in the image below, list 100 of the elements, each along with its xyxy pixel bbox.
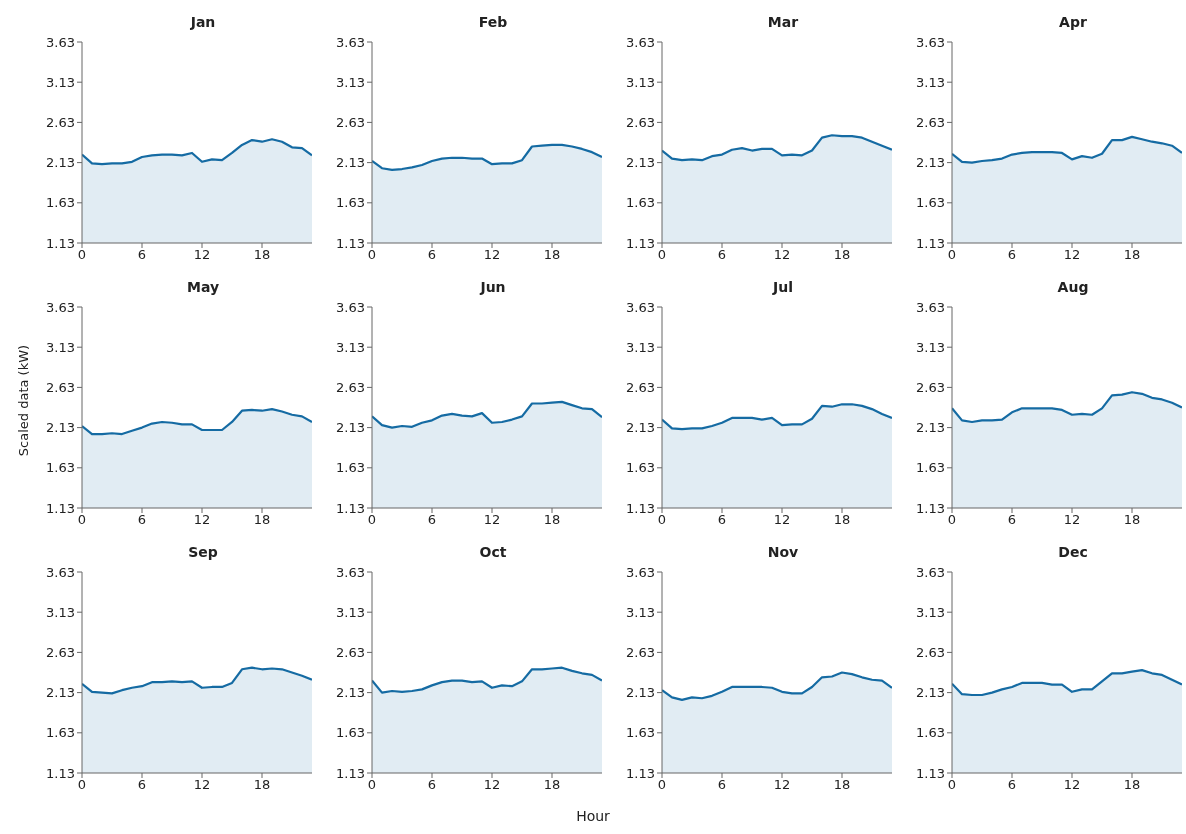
y-tick-label: 2.13 (46, 420, 75, 436)
y-tick-label: 1.13 (916, 235, 945, 251)
y-tick-label: 2.63 (336, 645, 365, 661)
y-tick-label: 3.13 (46, 74, 75, 90)
y-tick-label: 3.63 (916, 34, 945, 50)
y-tick-label: 2.13 (916, 420, 945, 436)
x-tick-label: 18 (543, 777, 561, 793)
y-tick-label: 2.63 (336, 115, 365, 131)
y-tick-label: 3.13 (916, 339, 945, 355)
x-tick-label: 18 (833, 777, 851, 793)
y-tick-label: 3.63 (626, 564, 655, 580)
y-tick-label: 1.13 (336, 500, 365, 516)
y-tick-label: 1.63 (336, 725, 365, 741)
y-tick-label: 1.13 (626, 500, 655, 516)
chart-title: Oct (478, 543, 508, 562)
y-tick-label: 3.13 (916, 74, 945, 90)
y-tick-label: 1.63 (336, 195, 365, 211)
y-tick-label: 3.13 (626, 339, 655, 355)
chart-title: Apr (1058, 13, 1088, 32)
x-tick-label: 18 (1123, 777, 1141, 793)
x-tick-label: 6 (427, 777, 437, 793)
y-tick-label: 3.63 (46, 299, 75, 315)
x-tick-label: 18 (253, 777, 271, 793)
y-tick-label: 3.63 (916, 299, 945, 315)
x-tick-label: 0 (657, 777, 667, 793)
y-tick-label: 2.63 (46, 115, 75, 131)
y-tick-label: 3.63 (626, 34, 655, 50)
y-tick-label: 3.13 (336, 339, 365, 355)
y-tick-label: 3.63 (46, 34, 75, 50)
chart-title: Jul (771, 278, 794, 297)
y-tick-label: 2.13 (336, 420, 365, 436)
x-tick-label: 0 (947, 247, 957, 263)
x-tick-label: 6 (1007, 777, 1017, 793)
y-tick-label: 2.63 (626, 645, 655, 661)
x-tick-label: 18 (1123, 247, 1141, 263)
y-tick-label: 1.63 (46, 460, 75, 476)
y-tick-label: 3.63 (626, 299, 655, 315)
y-tick-label: 1.63 (916, 460, 945, 476)
y-tick-label: 2.63 (916, 115, 945, 131)
chart-title: Dec (1057, 543, 1089, 562)
x-tick-label: 18 (833, 512, 851, 528)
y-tick-label: 3.13 (46, 339, 75, 355)
y-tick-label: 2.13 (336, 685, 365, 701)
x-tick-label: 0 (77, 777, 87, 793)
x-tick-label: 12 (193, 247, 211, 263)
y-tick-label: 1.63 (916, 725, 945, 741)
x-tick-label: 0 (77, 247, 87, 263)
chart-title: Sep (187, 543, 219, 562)
y-tick-label: 2.13 (916, 155, 945, 171)
x-tick-label: 18 (253, 512, 271, 528)
y-tick-label: 1.13 (916, 500, 945, 516)
y-tick-label: 2.13 (916, 685, 945, 701)
y-tick-label: 2.13 (46, 155, 75, 171)
y-tick-label: 3.63 (336, 564, 365, 580)
y-axis-title: Scaled data (kW) (15, 343, 31, 459)
chart-title: Mar (766, 13, 800, 32)
y-tick-label: 1.63 (46, 195, 75, 211)
y-tick-label: 1.13 (626, 235, 655, 251)
x-tick-label: 6 (137, 777, 147, 793)
chart-title: Nov (766, 543, 800, 562)
y-tick-label: 3.63 (336, 34, 365, 50)
x-tick-label: 18 (1123, 512, 1141, 528)
y-tick-label: 3.13 (46, 604, 75, 620)
y-tick-label: 3.13 (916, 604, 945, 620)
x-tick-label: 12 (773, 777, 791, 793)
y-tick-label: 3.13 (336, 604, 365, 620)
y-tick-label: 3.63 (46, 564, 75, 580)
y-tick-label: 1.63 (626, 195, 655, 211)
y-tick-label: 2.63 (916, 645, 945, 661)
chart-title: Aug (1056, 278, 1090, 297)
x-tick-label: 18 (543, 247, 561, 263)
x-tick-label: 12 (1063, 777, 1081, 793)
x-tick-label: 12 (773, 512, 791, 528)
x-tick-label: 12 (1063, 512, 1081, 528)
y-tick-label: 2.63 (46, 645, 75, 661)
x-tick-label: 12 (1063, 247, 1081, 263)
y-tick-label: 3.63 (916, 564, 945, 580)
x-tick-label: 6 (1007, 512, 1017, 528)
x-tick-label: 0 (367, 512, 377, 528)
y-tick-label: 3.63 (336, 299, 365, 315)
x-tick-label: 0 (77, 512, 87, 528)
y-tick-label: 3.13 (626, 604, 655, 620)
y-tick-label: 2.13 (626, 420, 655, 436)
y-tick-label: 3.13 (336, 74, 365, 90)
y-tick-label: 1.13 (46, 500, 75, 516)
y-tick-label: 1.13 (46, 765, 75, 781)
chart-title: Jun (478, 278, 507, 297)
y-tick-label: 2.13 (336, 155, 365, 171)
x-tick-label: 12 (483, 512, 501, 528)
x-tick-label: 0 (367, 777, 377, 793)
x-tick-label: 12 (773, 247, 791, 263)
y-tick-label: 2.13 (626, 155, 655, 171)
x-axis-title: Hour (575, 808, 611, 824)
y-tick-label: 2.13 (46, 685, 75, 701)
y-tick-label: 1.13 (626, 765, 655, 781)
x-tick-label: 12 (193, 777, 211, 793)
y-tick-label: 2.63 (46, 380, 75, 396)
y-tick-label: 1.63 (916, 195, 945, 211)
x-tick-label: 6 (717, 247, 727, 263)
x-tick-label: 6 (427, 247, 437, 263)
